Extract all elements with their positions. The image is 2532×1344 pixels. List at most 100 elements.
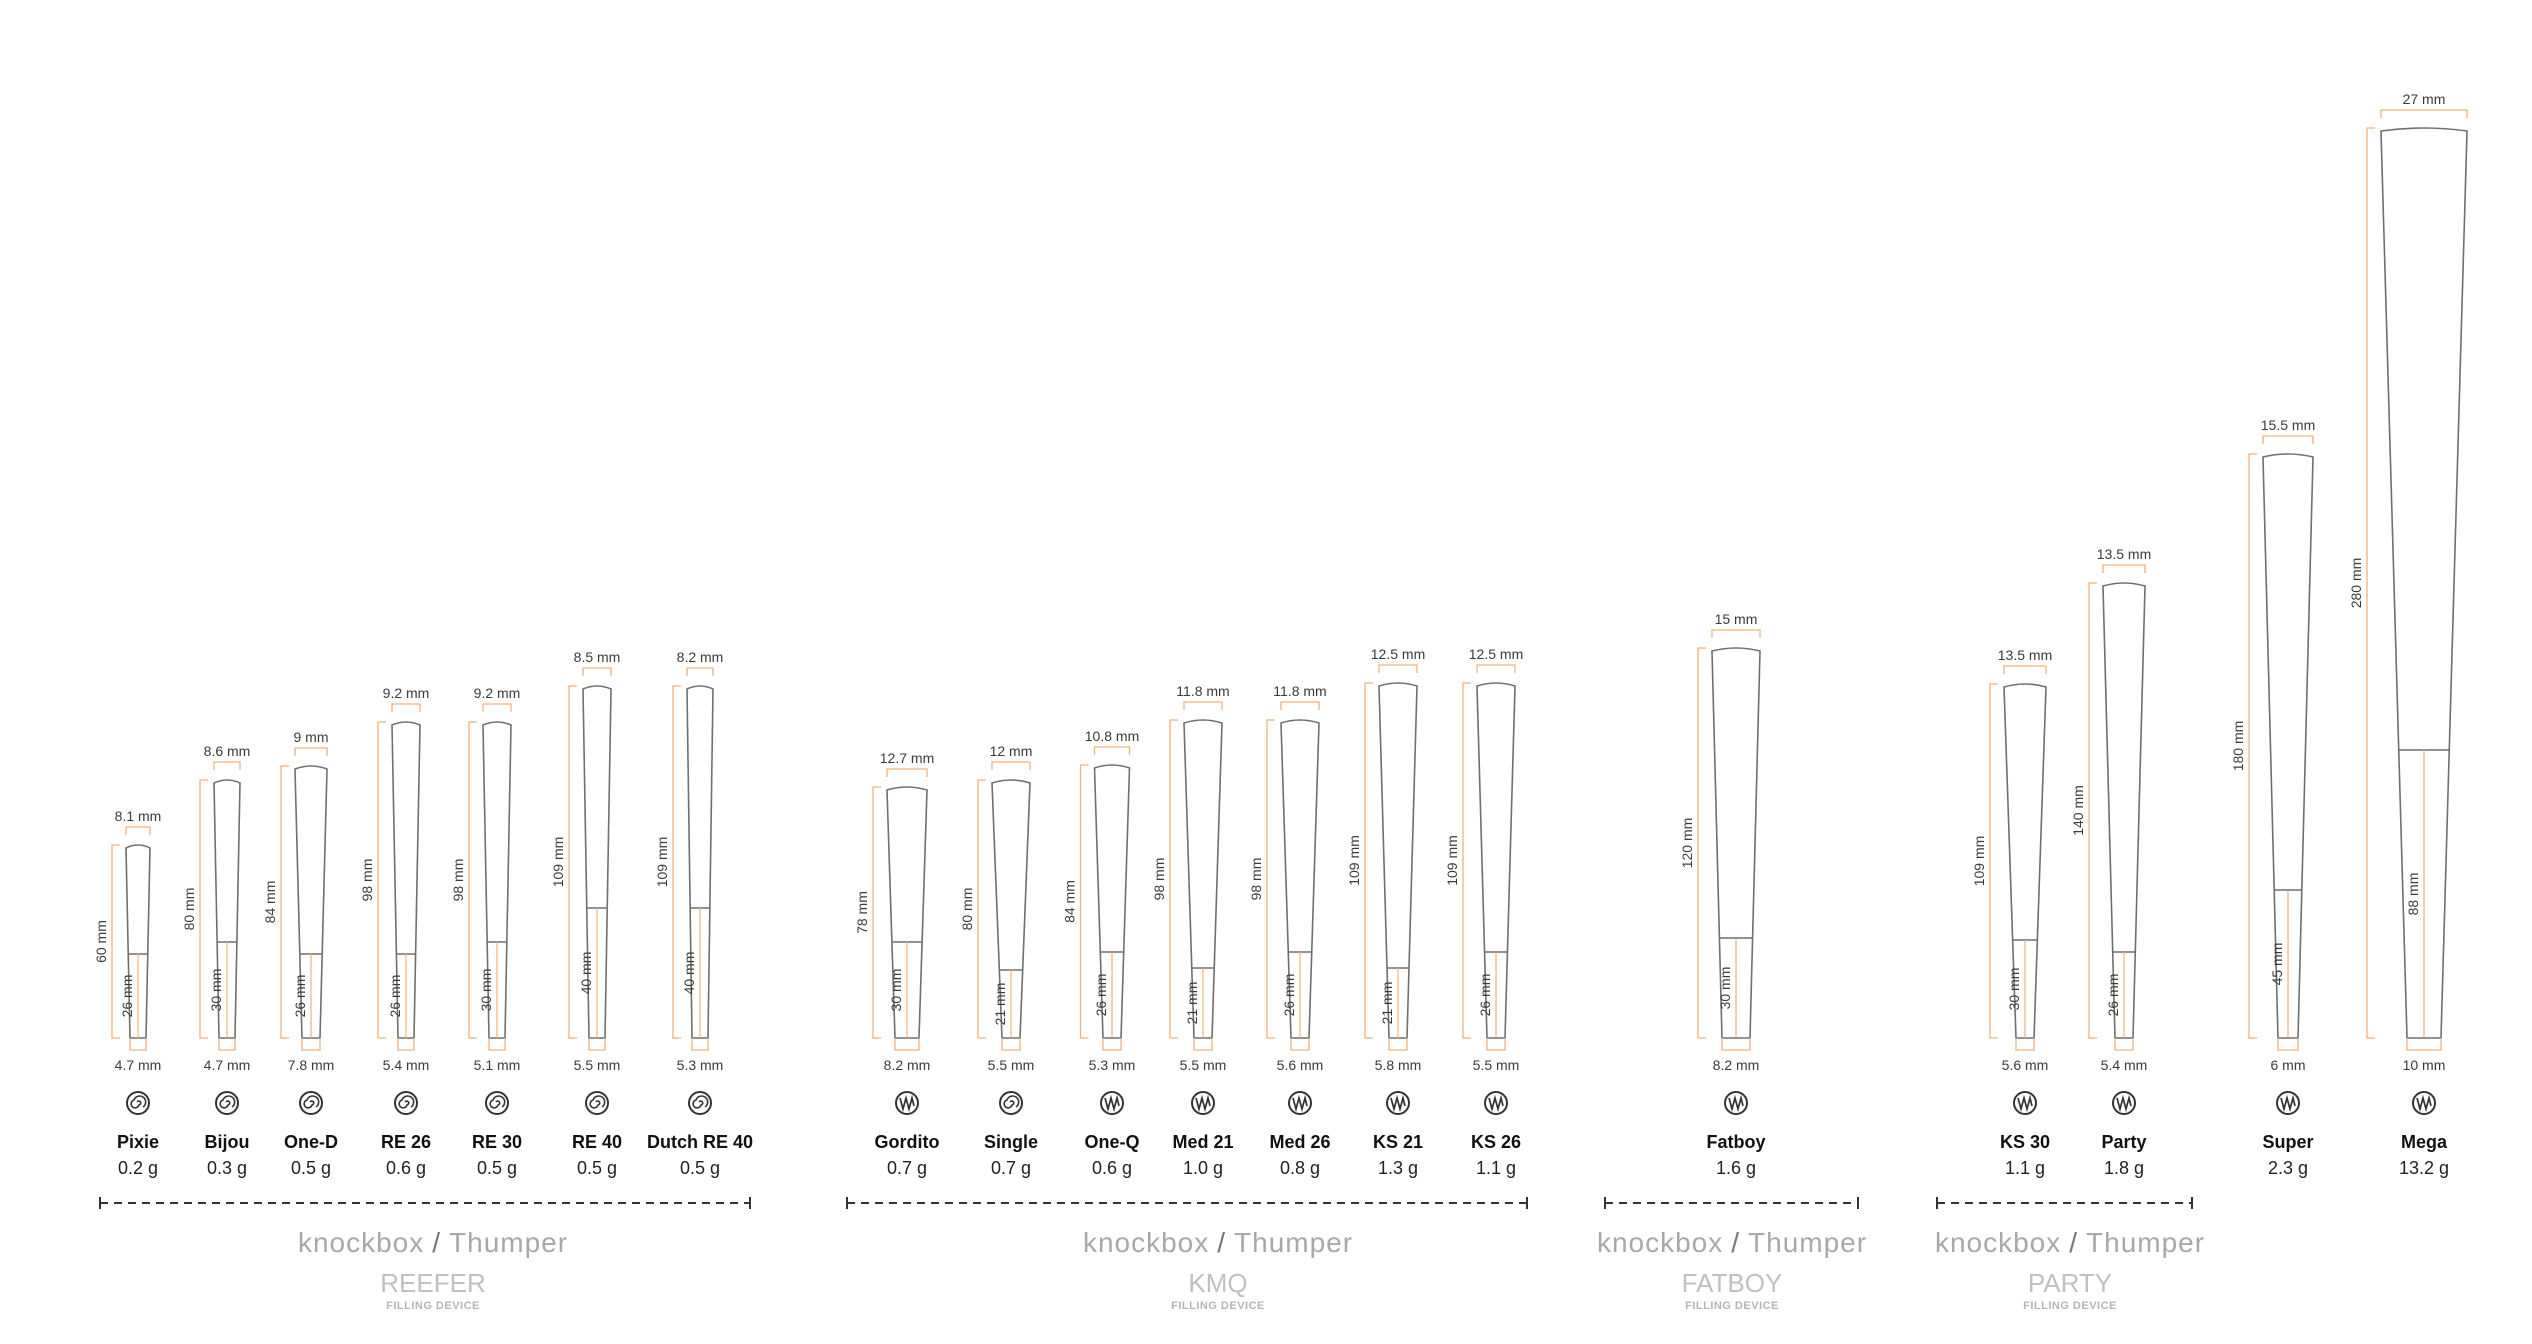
top-width-bracket xyxy=(391,703,421,712)
cone-7: 40 mm 109 mm 8.2 mm 5.3 mm Dutch RE 40 0.5 g xyxy=(647,649,753,1178)
total-length-label: 109 mm xyxy=(1444,835,1460,886)
icon-zigzag xyxy=(2116,1094,2132,1113)
icon-zigzag xyxy=(1195,1094,1211,1113)
top-width-bracket xyxy=(582,667,612,676)
length-bracket xyxy=(672,685,681,1039)
length-bracket xyxy=(1266,719,1275,1039)
cone-outline xyxy=(2003,683,2047,1039)
icon-spiral xyxy=(130,1095,147,1109)
cone-13: 21 mm 109 mm 12.5 mm 5.8 mm KS 21 1.3 g xyxy=(1346,646,1425,1178)
total-length-label: 109 mm xyxy=(1971,836,1987,887)
length-bracket xyxy=(468,721,477,1039)
brand-label: knockbox / Thumper xyxy=(1083,1227,1353,1258)
icon-spiral xyxy=(589,1095,606,1109)
top-width-bracket xyxy=(213,761,241,770)
cone-weight: 0.5 g xyxy=(680,1158,720,1178)
top-width-label: 11.8 mm xyxy=(1273,683,1326,699)
icon-zigzag xyxy=(1292,1094,1308,1113)
device-group-2: knockbox / Thumper KMQ FILLING DEVICE xyxy=(846,1197,1528,1312)
cone-weight: 0.2 g xyxy=(118,1158,158,1178)
cone-outline xyxy=(1183,719,1223,1039)
length-bracket xyxy=(1364,682,1373,1039)
cone-outline xyxy=(1093,764,1131,1039)
length-bracket xyxy=(1169,719,1178,1039)
cone-3: 26 mm 84 mm 9 mm 7.8 mm One-D 0.5 g xyxy=(262,729,338,1178)
brand-label: knockbox / Thumper xyxy=(1935,1227,2205,1258)
length-bracket xyxy=(2366,127,2375,1039)
cone-outline xyxy=(1476,682,1516,1039)
icon-spiral xyxy=(303,1095,320,1109)
filter-length-label: 30 mm xyxy=(208,969,224,1012)
cone-outline xyxy=(582,685,612,1039)
cone-name: Mega xyxy=(2401,1132,2448,1152)
cone-17: 26 mm 140 mm 13.5 mm 5.4 mm Party 1.8 g xyxy=(2070,546,2151,1178)
bottom-width-label: 4.7 mm xyxy=(204,1057,251,1073)
top-width-bracket xyxy=(125,826,151,835)
bottom-width-label: 5.3 mm xyxy=(677,1057,724,1073)
cone-outline xyxy=(1280,719,1320,1039)
bottom-width-label: 6 mm xyxy=(2271,1057,2306,1073)
bottom-width-bracket xyxy=(2114,1038,2134,1051)
group-subtitle: FILLING DEVICE xyxy=(386,1300,480,1312)
bottom-width-bracket xyxy=(2015,1038,2035,1051)
w-filter-icon xyxy=(1191,1091,1215,1115)
cone-weight: 13.2 g xyxy=(2399,1158,2449,1178)
filter-length-label: 26 mm xyxy=(1281,974,1297,1017)
filter-length-label: 21 mm xyxy=(1379,982,1395,1025)
top-width-bracket xyxy=(991,761,1031,770)
top-width-bracket xyxy=(2003,665,2047,674)
cone-name: Super xyxy=(2262,1132,2313,1152)
spiral-filter-icon xyxy=(585,1091,609,1115)
top-width-label: 8.1 mm xyxy=(115,808,162,824)
cone-outline xyxy=(125,844,151,1039)
top-width-label: 12.5 mm xyxy=(1469,646,1523,662)
cone-weight: 0.7 g xyxy=(991,1158,1031,1178)
bottom-width-label: 5.4 mm xyxy=(383,1057,430,1073)
filter-length-label: 26 mm xyxy=(292,975,308,1018)
brand-separator: / xyxy=(1731,1227,1740,1258)
cone-weight: 0.6 g xyxy=(386,1158,426,1178)
bottom-width-bracket xyxy=(1486,1038,1506,1051)
top-width-label: 8.5 mm xyxy=(574,649,621,665)
top-width-label: 11.8 mm xyxy=(1176,683,1229,699)
spiral-filter-icon xyxy=(688,1091,712,1115)
bottom-width-bracket xyxy=(129,1038,147,1051)
filter-length-label: 21 mm xyxy=(1184,982,1200,1025)
icon-spiral xyxy=(1003,1095,1020,1109)
bottom-width-label: 5.6 mm xyxy=(2002,1057,2049,1073)
device-group-3: knockbox / Thumper FATBOY FILLING DEVICE xyxy=(1597,1197,1866,1312)
cone-weight: 0.5 g xyxy=(577,1158,617,1178)
cones-layer: 26 mm 60 mm 8.1 mm 4.7 mm Pixie 0.2 g 30 mm 80 … xyxy=(93,91,2468,1178)
cone-outline xyxy=(2262,453,2314,1039)
top-width-bracket xyxy=(1280,701,1320,710)
total-length-label: 109 mm xyxy=(654,837,670,888)
top-width-bracket xyxy=(1093,746,1131,755)
cone-outline xyxy=(294,765,328,1039)
cone-outline xyxy=(213,779,241,1039)
icon-spiral xyxy=(489,1095,506,1109)
top-width-label: 13.5 mm xyxy=(2097,546,2151,562)
icon-zigzag xyxy=(1390,1094,1406,1113)
cone-weight: 1.3 g xyxy=(1378,1158,1418,1178)
filter-length-label: 40 mm xyxy=(681,952,697,995)
filter-length-label: 26 mm xyxy=(119,975,135,1018)
spiral-filter-icon xyxy=(299,1091,323,1115)
bottom-width-label: 8.2 mm xyxy=(1713,1057,1760,1073)
top-width-label: 8.2 mm xyxy=(677,649,724,665)
cone-name: Party xyxy=(2101,1132,2146,1152)
filter-length-label: 30 mm xyxy=(2006,968,2022,1011)
total-length-label: 60 mm xyxy=(93,920,109,963)
filter-length-label: 26 mm xyxy=(2105,974,2121,1017)
brand-name: knockbox xyxy=(1597,1227,1723,1258)
w-filter-icon xyxy=(2412,1091,2436,1115)
bottom-width-label: 5.5 mm xyxy=(988,1057,1035,1073)
w-filter-icon xyxy=(1484,1091,1508,1115)
cone-weight: 1.6 g xyxy=(1716,1158,1756,1178)
brand-separator: / xyxy=(432,1227,441,1258)
w-filter-icon xyxy=(895,1091,919,1115)
cone-weight: 1.0 g xyxy=(1183,1158,1223,1178)
w-filter-icon xyxy=(1386,1091,1410,1115)
total-length-label: 98 mm xyxy=(1151,858,1167,901)
device-name: Thumper xyxy=(1234,1227,1353,1258)
cone-name: KS 21 xyxy=(1373,1132,1423,1152)
